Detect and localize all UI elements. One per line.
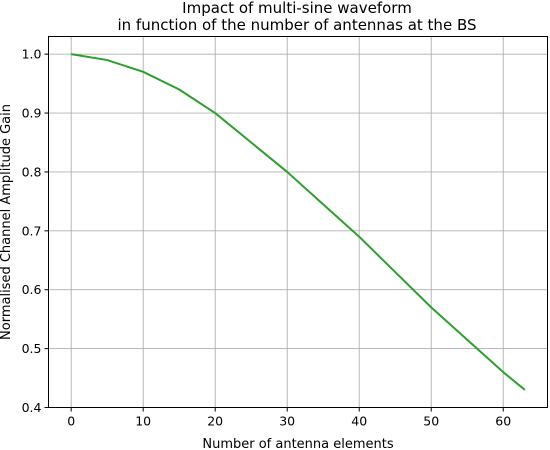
- chart-title-line-1: Impact of multi-sine waveform: [182, 0, 412, 17]
- x-tick-label: 40: [351, 414, 367, 429]
- x-tick-label: 10: [135, 414, 151, 429]
- x-tick-label: 50: [423, 414, 439, 429]
- y-tick-label: 0.6: [22, 282, 42, 297]
- x-tick-label: 0: [67, 414, 75, 429]
- x-axis-label: Number of antenna elements: [202, 437, 394, 450]
- series-line: [71, 53, 526, 391]
- chart-title-line-2: in function of the number of antennas at…: [117, 16, 476, 34]
- x-tick-label: 20: [207, 414, 223, 429]
- plot-frame: [48, 36, 548, 408]
- y-tick-label: 0.8: [22, 164, 42, 179]
- y-axis-ticks: 0.4 0.5 0.6 0.7 0.8 0.9 1.0: [22, 47, 49, 415]
- y-tick-label: 1.0: [22, 47, 42, 62]
- grid: [48, 36, 548, 408]
- y-tick-label: 0.7: [22, 223, 42, 238]
- x-tick-label: 30: [279, 414, 295, 429]
- y-axis-label: Normalised Channel Amplitude Gain: [0, 104, 14, 340]
- y-tick-label: 0.5: [22, 341, 42, 356]
- series-layer: [71, 53, 526, 391]
- y-tick-label: 0.9: [22, 106, 42, 121]
- y-tick-label: 0.4: [22, 400, 42, 415]
- x-axis-ticks: 0 10 20 30 40 50 60: [67, 407, 511, 429]
- x-tick-label: 60: [495, 414, 511, 429]
